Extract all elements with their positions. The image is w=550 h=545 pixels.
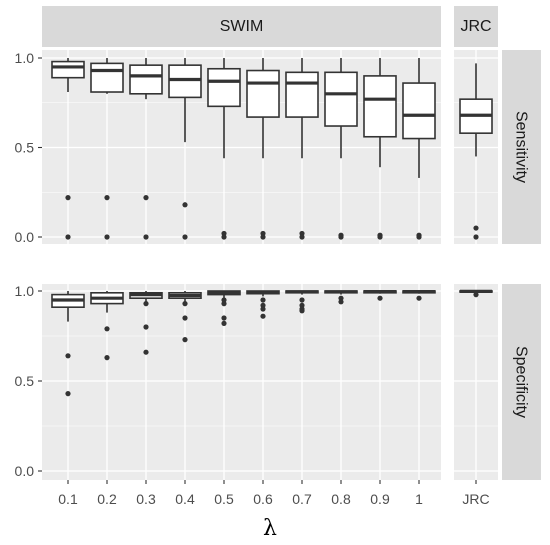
box-sensitivity-swim-1-outlier-1 [416, 234, 422, 240]
x-tick-label-swim: 0.8 [331, 491, 351, 507]
box-sensitivity-swim-0.9-outlier-1 [377, 234, 383, 240]
box-specificity-swim-0.5-outlier-3 [221, 320, 227, 326]
box-specificity-swim-0.7-outlier-3 [299, 308, 305, 314]
box-specificity-swim-0.9-outlier-0 [377, 295, 383, 301]
x-tick-label-swim: 1 [415, 491, 423, 507]
box-sensitivity-swim-0.8-iqr-box [324, 71, 358, 127]
box-sensitivity-swim-0.1-iqr-box [51, 60, 85, 79]
box-specificity-swim-0.6-outlier-2 [260, 306, 266, 312]
box-specificity-swim-0.5-outlier-2 [221, 315, 227, 321]
box-sensitivity-swim-0.5-outlier-1 [221, 234, 227, 240]
x-tick-label-swim: 0.3 [136, 491, 156, 507]
box-specificity-swim-0.7-outlier-0 [299, 297, 305, 303]
box-specificity-jrc-JRC-outlier-0 [473, 292, 479, 298]
row-strip-specificity [502, 284, 541, 480]
box-specificity-swim-0.5-outlier-1 [221, 301, 227, 307]
box-specificity-swim-0.2-outlier-0 [104, 326, 110, 332]
x-tick-label-swim: 0.1 [58, 491, 78, 507]
box-sensitivity-jrc-JRC-outlier-0 [473, 225, 479, 231]
box-sensitivity-swim-0.3-outlier-0 [143, 195, 149, 201]
box-sensitivity-swim-0.5-outlier-0 [221, 230, 227, 237]
box-sensitivity-swim-0.1-outlier-0 [65, 195, 71, 201]
y-tick-label-sensitivity: 0.5 [15, 140, 35, 156]
row-strip-sensitivity [502, 50, 541, 244]
y-tick-label-specificity: 1.0 [15, 283, 35, 299]
box-sensitivity-swim-0.8-outlier-1 [338, 234, 344, 240]
x-tick-label-swim: 0.6 [253, 491, 273, 507]
box-specificity-swim-0.3-outlier-2 [143, 349, 149, 355]
box-sensitivity-jrc-JRC-outlier-1 [473, 234, 479, 240]
box-specificity-swim-0.6-outlier-3 [260, 313, 266, 319]
box-specificity-swim-1-outlier-0 [416, 295, 422, 301]
box-sensitivity-swim-0.1-outlier-1 [65, 234, 71, 240]
box-sensitivity-swim-0.2-outlier-0 [104, 195, 110, 201]
box-sensitivity-swim-0.4-iqr-box [168, 64, 202, 99]
x-tick-label-swim: 0.7 [292, 491, 312, 507]
box-specificity-swim-0.5-outlier-0 [221, 297, 227, 303]
box-sensitivity-swim-0.6-outlier-0 [260, 230, 266, 237]
x-tick-label-swim: 0.5 [214, 491, 234, 507]
row-strip-label-specificity: Specificity [513, 346, 530, 418]
box-sensitivity-swim-0.4-outlier-0 [182, 202, 188, 208]
box-sensitivity-swim-0.4-outlier-1 [182, 234, 188, 240]
box-specificity-swim-0.6-outlier-1 [260, 302, 266, 308]
marks-layer [51, 58, 493, 397]
box-sensitivity-swim-0.7-outlier-0 [299, 230, 305, 237]
col-strip-swim [42, 6, 441, 47]
box-sensitivity-swim-0.6-iqr-box [246, 69, 280, 118]
box-sensitivity-swim-0.6-outlier-1 [260, 234, 266, 240]
box-specificity-swim-0.4-outlier-0 [182, 301, 188, 307]
box-sensitivity-swim-0.5-iqr-box [207, 67, 241, 108]
box-specificity-swim-0.8-outlier-0 [338, 295, 344, 301]
y-tick-label-specificity: 0.0 [15, 463, 35, 479]
box-specificity-swim-0.3-outlier-1 [143, 324, 149, 330]
x-axis-title: λ [263, 516, 277, 541]
box-sensitivity-swim-0.3-outlier-1 [143, 234, 149, 240]
y-tick-label-sensitivity: 1.0 [15, 50, 35, 66]
box-sensitivity-swim-0.3-iqr-box [129, 64, 163, 95]
x-tick-label-swim: 0.4 [175, 491, 195, 507]
col-strip-jrc [454, 6, 498, 47]
box-specificity-swim-0.1-outlier-1 [65, 391, 71, 397]
col-strip-label-jrc: JRC [460, 18, 491, 35]
box-sensitivity-swim-1-iqr-box [402, 82, 436, 140]
row-strip-label-sensitivity: Sensitivity [513, 111, 530, 183]
y-tick-label-specificity: 0.5 [15, 373, 35, 389]
y-tick-label-sensitivity: 0.0 [15, 229, 35, 245]
box-specificity-swim-0.4-outlier-1 [182, 315, 188, 321]
box-sensitivity-swim-0.7-iqr-box [285, 71, 319, 118]
box-sensitivity-swim-0.2-iqr-box [90, 62, 124, 93]
box-specificity-swim-0.4-outlier-2 [182, 337, 188, 343]
box-specificity-swim-0.7-outlier-1 [299, 302, 305, 308]
box-sensitivity-swim-0.2-outlier-1 [104, 234, 110, 240]
col-strip-label-swim: SWIM [220, 18, 264, 35]
axes-layer: 0.0 0.5 1.0 0.0 0.5 1.0 0.1 0.2 0.3 0.4 0.5 0.6 0.7 0… [15, 50, 490, 507]
box-specificity-swim-0.1-outlier-0 [65, 353, 71, 359]
x-tick-label-swim: 0.2 [97, 491, 117, 507]
box-specificity-swim-0.3-outlier-0 [143, 301, 149, 307]
x-tick-label-jrc: JRC [462, 491, 489, 507]
box-specificity-swim-0.2-outlier-1 [104, 355, 110, 361]
box-specificity-swim-0.8-outlier-1 [338, 299, 344, 305]
panel-background-specificity-swim [42, 284, 441, 480]
box-sensitivity-swim-0.9-iqr-box [363, 75, 397, 138]
x-tick-label-swim: 0.9 [370, 491, 390, 507]
box-specificity-swim-0.6-outlier-0 [260, 297, 266, 303]
box-sensitivity-swim-0.7-outlier-1 [299, 234, 305, 240]
